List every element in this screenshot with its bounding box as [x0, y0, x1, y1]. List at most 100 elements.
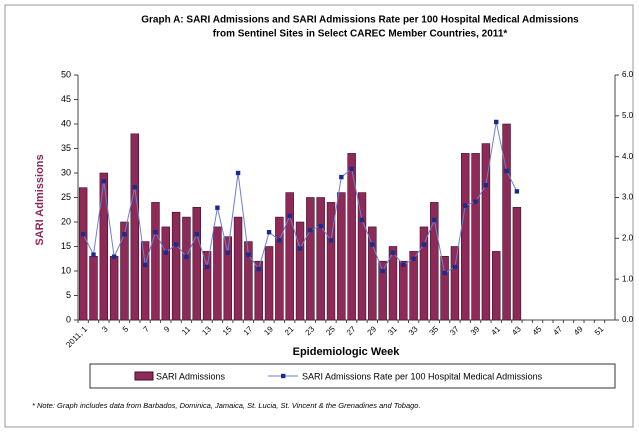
- line-marker: [184, 254, 189, 259]
- line-marker: [297, 246, 303, 251]
- bar: [192, 207, 201, 321]
- y2-tick-label: 1.0: [622, 274, 634, 283]
- line-marker: [328, 238, 334, 243]
- line-marker: [349, 166, 354, 172]
- line-marker: [142, 262, 148, 268]
- line-marker: [473, 199, 478, 204]
- y-tick-label: 0: [66, 314, 71, 324]
- bar: [254, 260, 263, 321]
- bar: [213, 226, 222, 321]
- bar: [109, 255, 119, 321]
- line-marker: [287, 213, 292, 219]
- bar: [430, 202, 439, 321]
- y2-tick-label: 6.0: [622, 70, 634, 79]
- line-marker: [266, 230, 272, 235]
- bar: [202, 251, 212, 321]
- y2-tick-label: 4.0: [622, 152, 634, 161]
- line-marker: [442, 270, 447, 276]
- legend-label: SARI Admissions: [156, 371, 226, 381]
- line-marker: [401, 262, 406, 268]
- y2-tick-label: 0.0: [622, 315, 634, 324]
- bar: [388, 246, 398, 321]
- y-tick-label: 10: [61, 265, 71, 275]
- y-tick-label: 40: [61, 118, 71, 128]
- bar: [471, 153, 480, 321]
- bar: [89, 255, 98, 321]
- line-marker: [463, 203, 468, 208]
- bar: [326, 202, 336, 321]
- y-tick-label: 20: [61, 216, 71, 226]
- line-marker: [204, 264, 210, 270]
- line-marker: [359, 217, 365, 223]
- x-tick-label: 7: [142, 324, 152, 334]
- bar: [316, 197, 325, 321]
- bar: [357, 192, 367, 321]
- bar: [347, 153, 356, 321]
- bar: [161, 226, 171, 321]
- bar: [130, 133, 140, 321]
- line-marker: [132, 185, 137, 190]
- bar: [285, 192, 294, 321]
- line-marker: [318, 223, 323, 229]
- line-marker: [370, 242, 375, 247]
- footnote: * Note: Graph includes data from Barbado…: [32, 401, 421, 410]
- bar: [399, 260, 408, 321]
- line-marker: [411, 256, 416, 261]
- line-marker: [173, 242, 179, 247]
- legend-label: SARI Admissions Rate per 100 Hospital Me…: [302, 371, 543, 381]
- bar: [409, 251, 418, 321]
- line-marker: [163, 250, 168, 255]
- line-marker: [452, 264, 458, 270]
- line-marker: [432, 217, 437, 223]
- y2-tick-label: 5.0: [622, 111, 634, 120]
- bar: [450, 246, 460, 321]
- bar: [244, 241, 253, 321]
- line-marker: [246, 252, 251, 257]
- bar: [492, 251, 501, 321]
- x-tick-label: 9: [162, 324, 172, 334]
- bar: [182, 216, 191, 321]
- bar: [140, 241, 150, 321]
- y2-tick-label: 3.0: [622, 193, 634, 202]
- y-tick-label: 15: [61, 241, 71, 251]
- line-marker: [80, 232, 86, 237]
- line-marker: [215, 205, 220, 210]
- line-marker: [111, 254, 117, 259]
- y-tick-label: 5: [66, 290, 71, 300]
- bar: [264, 246, 274, 321]
- bar: [151, 202, 160, 321]
- bar: [171, 211, 181, 321]
- line-marker: [277, 238, 282, 243]
- line-marker: [235, 170, 241, 176]
- line-marker: [339, 174, 344, 180]
- bar: [223, 236, 232, 321]
- x-axis-title: Epidemiologic Week: [293, 346, 401, 358]
- bar: [233, 216, 243, 321]
- line-marker: [225, 250, 230, 255]
- x-tick-label: 3: [100, 324, 110, 334]
- y-tick-label: 25: [61, 192, 71, 202]
- bar: [306, 197, 315, 321]
- line-marker: [514, 189, 520, 194]
- line-marker: [122, 232, 127, 237]
- line-marker: [101, 178, 107, 184]
- bar: [502, 123, 511, 321]
- bar: [419, 226, 429, 321]
- y-tick-label: 30: [61, 167, 71, 177]
- bar: [440, 255, 449, 321]
- legend-marker: [281, 373, 286, 379]
- line-marker: [153, 230, 158, 235]
- bar: [78, 187, 88, 321]
- x-tick-label: 5: [121, 324, 131, 334]
- bar: [275, 216, 284, 321]
- bar: [512, 207, 522, 321]
- y-tick-label: 50: [61, 69, 71, 79]
- bar: [120, 221, 129, 321]
- legend-box: [89, 363, 616, 389]
- y2-tick-label: 2.0: [622, 233, 634, 242]
- legend-swatch: [134, 371, 154, 381]
- line-marker: [91, 252, 96, 257]
- bar: [337, 192, 346, 321]
- chart-title: Graph A: SARI Admissions and SARI Admiss…: [141, 15, 579, 26]
